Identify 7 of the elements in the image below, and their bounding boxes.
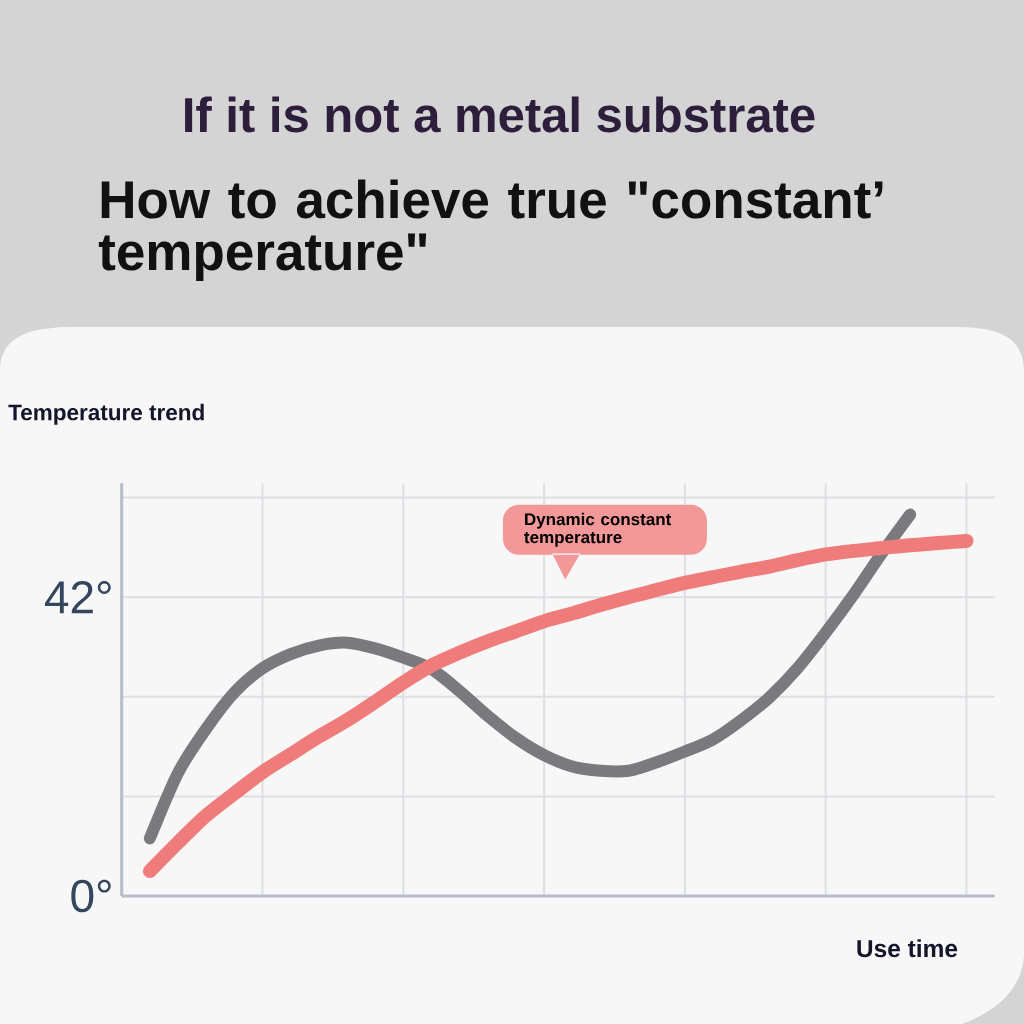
chart-subtitle: How to achieve true "constant’ temperature" xyxy=(98,179,883,281)
y-tick-label: 42° xyxy=(44,581,111,614)
y-axis-title: Temperature trend xyxy=(8,403,204,425)
chart-title: If it is not a metal substrate xyxy=(185,96,815,133)
x-axis-title: Use time xyxy=(857,939,958,958)
y-tick-label: 0° xyxy=(71,879,111,913)
text: Dynamic constant temperature xyxy=(524,512,672,547)
